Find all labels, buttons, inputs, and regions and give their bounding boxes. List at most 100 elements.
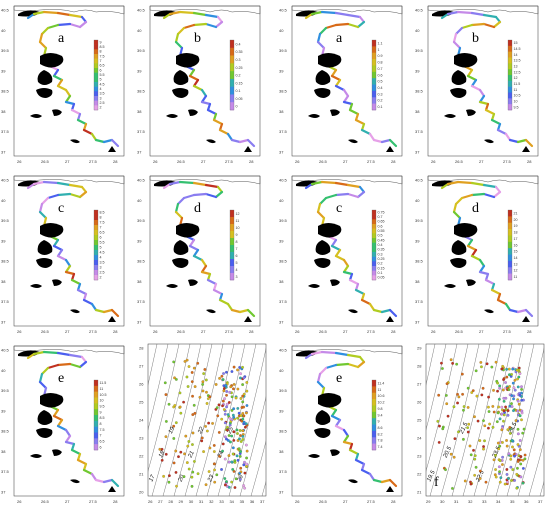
x-tick-label: 37 xyxy=(538,499,543,504)
data-point xyxy=(515,472,519,476)
data-point xyxy=(185,461,189,464)
data-point xyxy=(496,389,499,393)
x-tick-label: 28 xyxy=(391,499,396,504)
coast-segment xyxy=(478,88,486,98)
colorbar-swatch xyxy=(508,75,512,82)
data-point xyxy=(241,383,245,386)
colorbar-swatch xyxy=(230,47,234,56)
data-point xyxy=(204,425,207,428)
contour-label: 17 xyxy=(148,474,157,483)
data-point xyxy=(185,358,189,362)
coast-segment xyxy=(76,118,88,126)
panel-map-d-right: d 40.5 40 39.5 39 38.5 38 37.5 37 26 26.5 27 27.5 28 2… xyxy=(414,170,550,340)
coast-segment xyxy=(32,350,46,356)
x-tick-label: 33 xyxy=(482,499,487,504)
colorbar-swatch xyxy=(508,57,512,64)
colorbar-swatch xyxy=(230,63,234,72)
y-tick-label: 39 xyxy=(1,68,6,73)
data-point xyxy=(211,422,214,425)
y-tick-label: 37.5 xyxy=(415,299,424,304)
coast-segment xyxy=(504,132,512,142)
colorbar-frame xyxy=(93,209,99,281)
data-point xyxy=(245,456,248,460)
data-point xyxy=(516,460,520,463)
coast-segment xyxy=(26,12,36,20)
data-point xyxy=(172,461,176,465)
contour-label: 25 xyxy=(226,426,235,436)
colorbar-tick-label: 4 xyxy=(236,268,238,272)
data-point xyxy=(502,396,506,400)
contour-line xyxy=(206,344,246,496)
coast-segment xyxy=(52,74,64,82)
colorbar-tick-label: 0.7 xyxy=(378,215,383,219)
data-point xyxy=(192,403,196,407)
coast-segment xyxy=(52,244,64,252)
colorbar-frame xyxy=(507,39,513,111)
x-tick-label: 27.5 xyxy=(225,159,234,164)
island-shape xyxy=(166,284,178,288)
coast-segment xyxy=(204,183,220,189)
map-frame xyxy=(149,5,261,157)
data-point xyxy=(472,448,475,452)
data-point xyxy=(441,427,445,431)
data-point xyxy=(228,416,232,420)
data-point xyxy=(512,448,516,452)
y-tick-label: 37 xyxy=(415,150,420,155)
data-point xyxy=(504,405,507,409)
coast-segment xyxy=(206,278,218,286)
colorbar-swatch xyxy=(372,443,376,451)
x-tick-label: 27 xyxy=(158,499,163,504)
coast-segment xyxy=(470,192,486,197)
colorbar-swatch xyxy=(508,254,512,262)
colorbar-swatch xyxy=(94,58,98,64)
contour-line xyxy=(239,396,266,496)
data-point xyxy=(226,439,230,442)
data-point xyxy=(215,473,219,477)
coast-segment xyxy=(82,128,94,136)
colorbar-tick-label: 20 xyxy=(514,218,518,222)
colorbar-swatch xyxy=(372,418,376,425)
colorbar-swatch xyxy=(94,210,98,216)
colorbar-tick-label: 0.3 xyxy=(236,58,241,62)
x-tick-label: 27 xyxy=(201,159,206,164)
coast-segment xyxy=(334,254,346,262)
coast-segment xyxy=(490,118,502,126)
panel-letter: b xyxy=(472,31,479,46)
colorbar-tick-label: 11.4 xyxy=(378,381,385,385)
colorbar-tick-label: 10 xyxy=(100,399,104,403)
colorbar-swatch xyxy=(94,40,98,45)
panel-letter: c xyxy=(336,201,342,216)
data-point xyxy=(221,378,225,381)
data-point xyxy=(225,480,228,483)
data-point xyxy=(196,361,200,365)
data-point xyxy=(451,361,455,365)
data-point xyxy=(232,470,236,473)
map-frame xyxy=(291,5,403,157)
data-point xyxy=(473,457,477,461)
island-shape xyxy=(52,279,62,286)
data-point xyxy=(234,477,238,481)
coast-segment xyxy=(320,10,338,15)
data-point xyxy=(520,385,523,389)
panel-letter: b xyxy=(194,31,201,46)
x-tick-label: 27 xyxy=(65,159,70,164)
y-tick-label: 21 xyxy=(417,490,422,495)
coast-segment xyxy=(56,78,64,88)
data-point xyxy=(446,414,450,418)
data-point xyxy=(174,471,178,474)
x-tick-label: 26.5 xyxy=(41,159,50,164)
data-point xyxy=(204,483,208,487)
y-tick-label: 38 xyxy=(1,109,6,114)
coast-segment xyxy=(482,22,496,29)
island-shape xyxy=(70,309,80,314)
y-tick-label: 39 xyxy=(279,408,284,413)
coast-segment xyxy=(46,23,60,30)
coast-segment xyxy=(204,13,220,19)
coast-segment xyxy=(466,238,474,248)
data-point xyxy=(449,358,453,362)
coast-segment xyxy=(490,288,502,296)
coast-segment xyxy=(356,20,366,29)
data-point xyxy=(231,446,235,450)
x-tick-label: 28 xyxy=(249,329,254,334)
data-point xyxy=(239,414,243,417)
